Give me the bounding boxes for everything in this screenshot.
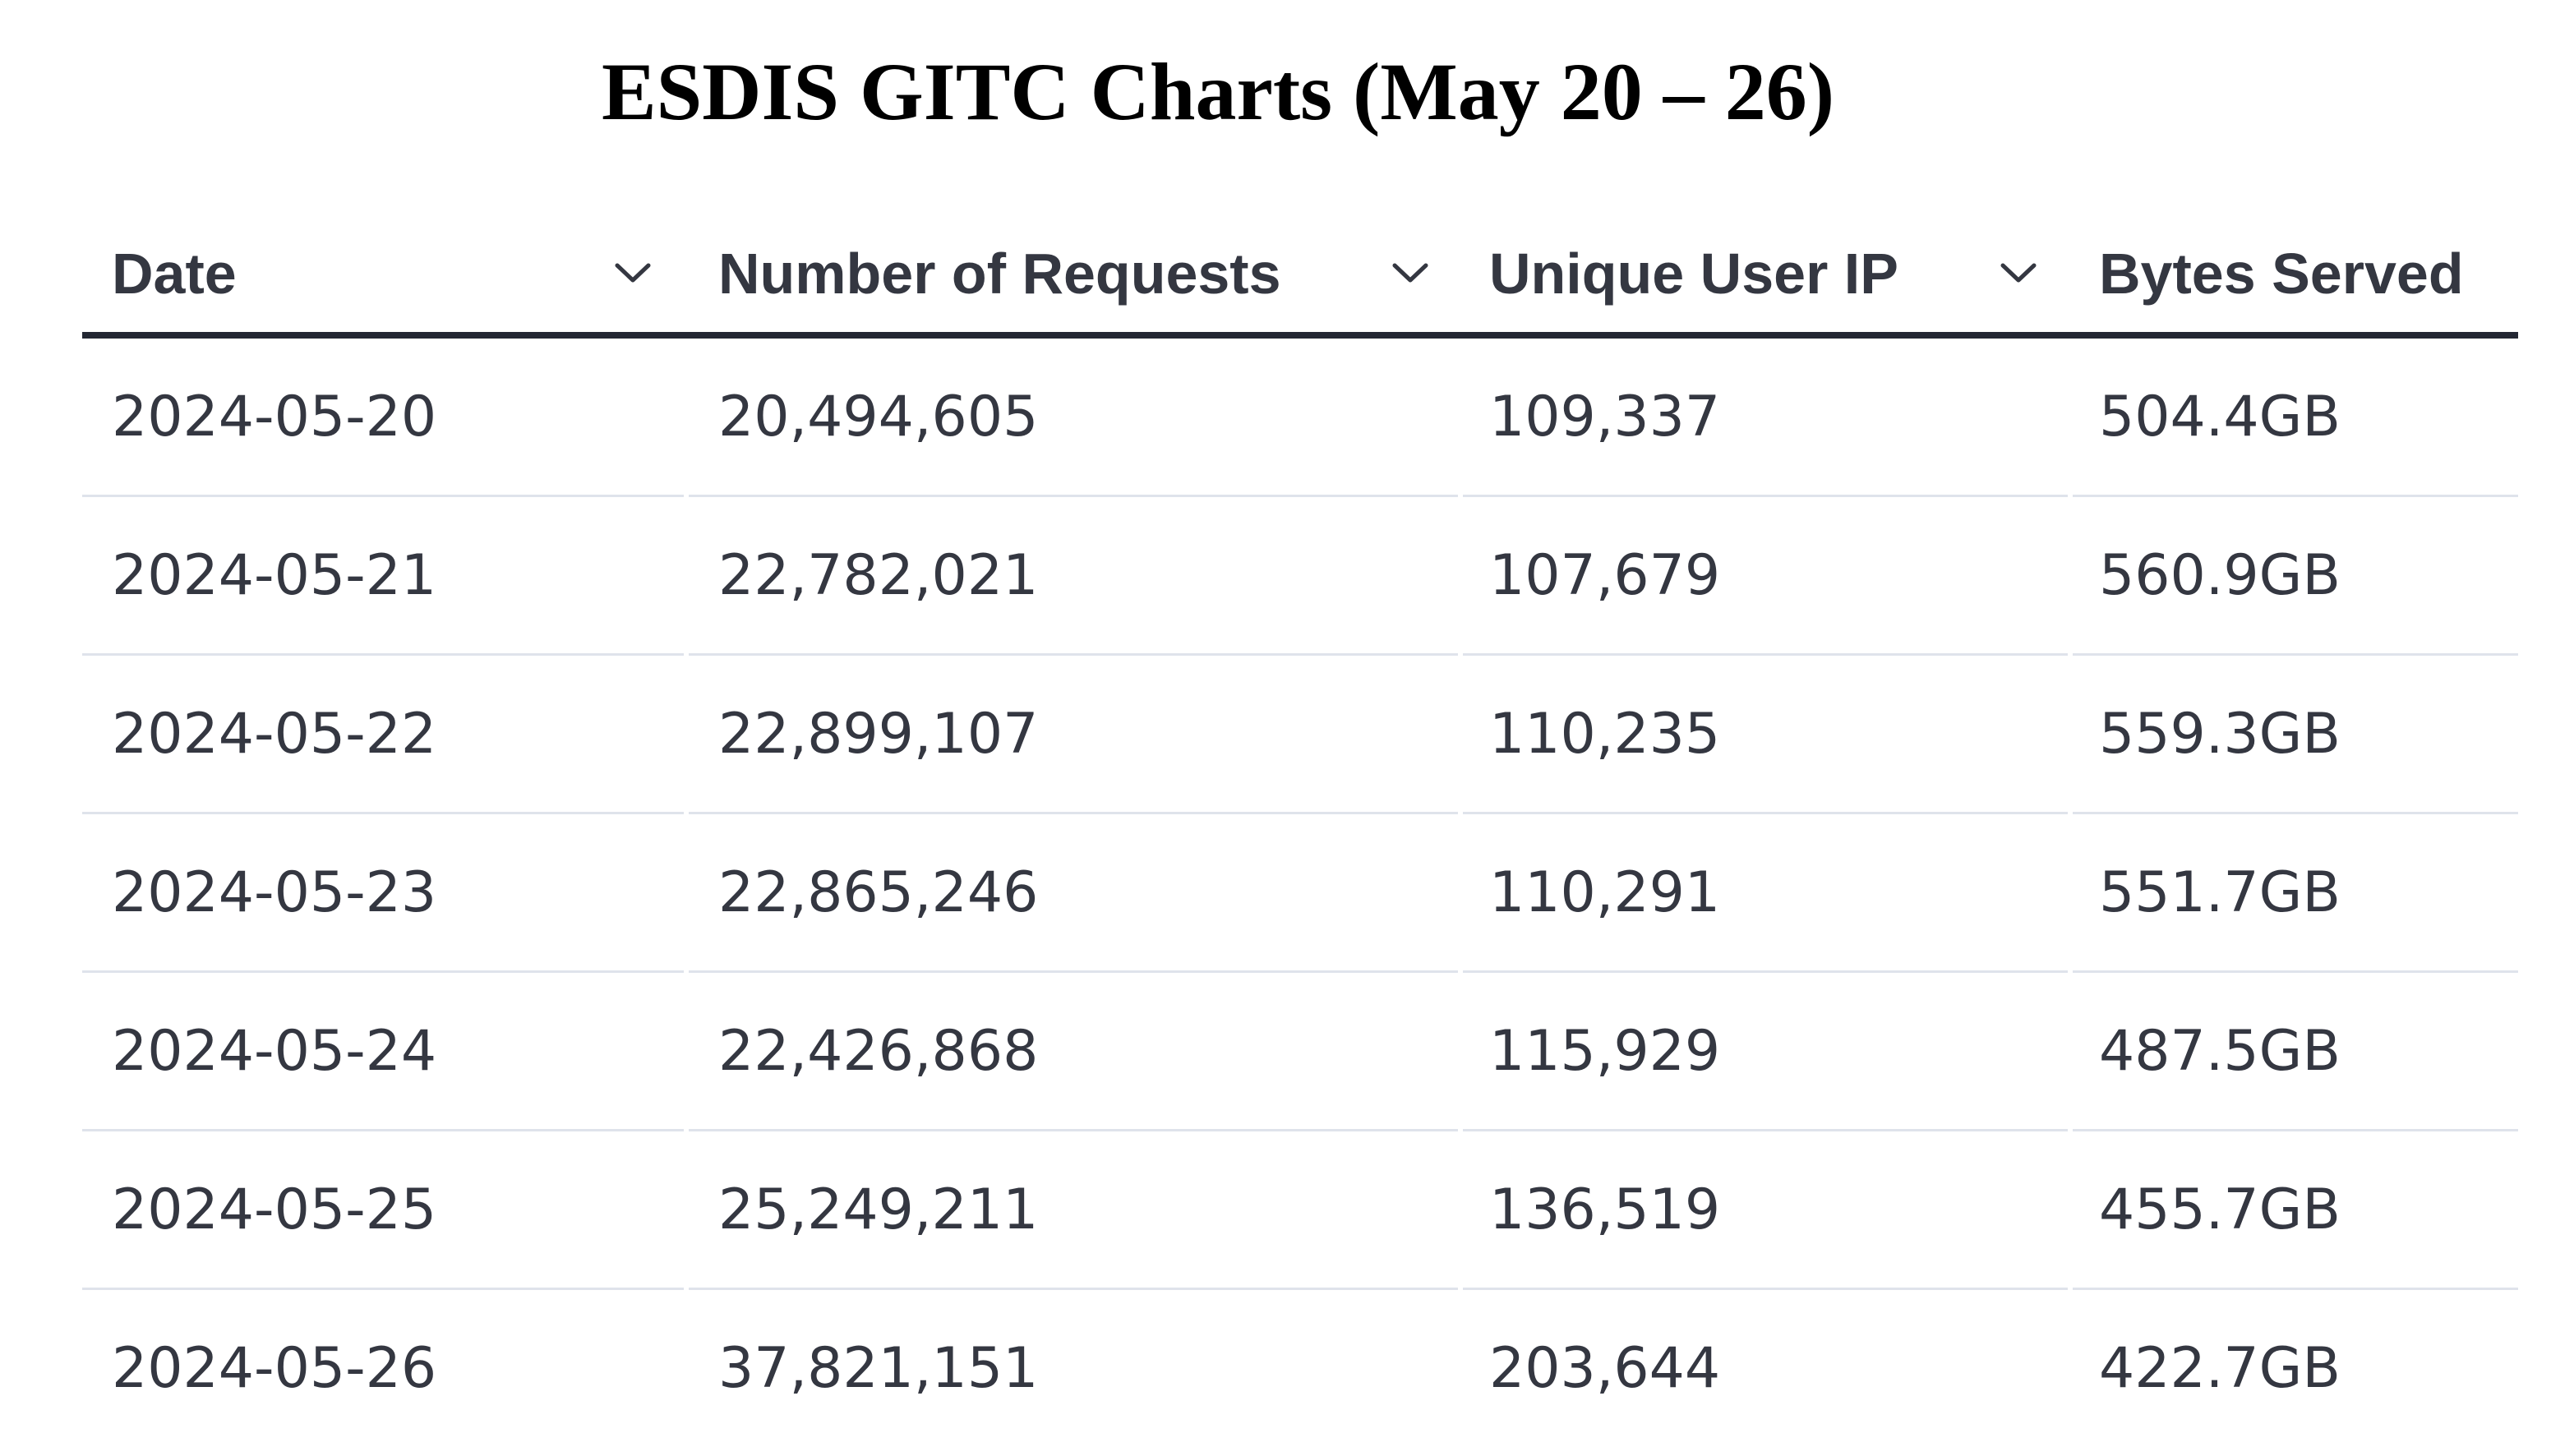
cell-bytes-served: 560.9GB: [2099, 542, 2341, 608]
cell-bytes-served: 504.4GB: [2099, 384, 2341, 449]
table-row: 2024-05-25 25,249,211 136,519 455.7GB: [82, 1131, 2518, 1290]
row-divider: [1463, 1288, 2068, 1290]
cell-unique-user-ip: 109,337: [1489, 384, 1721, 449]
row-divider: [689, 495, 1458, 497]
cell-bytes-served: 487.5GB: [2099, 1018, 2341, 1084]
cell-number-of-requests: 22,782,021: [718, 542, 1039, 608]
table-row: 2024-05-24 22,426,868 115,929 487.5GB: [82, 973, 2518, 1131]
row-divider: [689, 653, 1458, 656]
cell-unique-user-ip: 107,679: [1489, 542, 1721, 608]
row-divider: [82, 1129, 684, 1131]
chevron-down-icon[interactable]: [1386, 215, 1435, 332]
row-divider: [689, 812, 1458, 814]
cell-bytes-served: 551.7GB: [2099, 859, 2341, 925]
row-divider: [2073, 653, 2518, 656]
column-header-date[interactable]: Date: [112, 242, 237, 306]
cell-number-of-requests: 22,899,107: [718, 701, 1039, 767]
cell-date: 2024-05-24: [112, 1018, 437, 1084]
table-row: 2024-05-26 37,821,151 203,644 422.7GB: [82, 1290, 2518, 1449]
chevron-down-icon[interactable]: [608, 215, 657, 332]
row-divider: [82, 970, 684, 973]
table-header-row: Date Number of Requests Unique User IP B…: [82, 215, 2518, 339]
cell-date: 2024-05-21: [112, 542, 437, 608]
row-divider: [82, 812, 684, 814]
row-divider: [2073, 1129, 2518, 1131]
cell-unique-user-ip: 203,644: [1489, 1335, 1721, 1401]
page-title: ESDIS GITC Charts (May 20 – 26): [601, 46, 1835, 137]
column-header-unique-user-ip[interactable]: Unique User IP: [1489, 242, 1898, 306]
data-table: Date Number of Requests Unique User IP B…: [82, 215, 2518, 1449]
row-divider: [2073, 495, 2518, 497]
cell-date: 2024-05-26: [112, 1335, 437, 1401]
cell-bytes-served: 559.3GB: [2099, 701, 2341, 767]
cell-date: 2024-05-22: [112, 701, 437, 767]
chevron-down-icon[interactable]: [1994, 215, 2043, 332]
cell-number-of-requests: 37,821,151: [718, 1335, 1039, 1401]
table-row: 2024-05-22 22,899,107 110,235 559.3GB: [82, 656, 2518, 814]
row-divider: [1463, 812, 2068, 814]
cell-bytes-served: 422.7GB: [2099, 1335, 2341, 1401]
cell-number-of-requests: 22,426,868: [718, 1018, 1039, 1084]
row-divider: [689, 970, 1458, 973]
row-divider: [689, 1288, 1458, 1290]
row-divider: [2073, 970, 2518, 973]
table-row: 2024-05-20 20,494,605 109,337 504.4GB: [82, 339, 2518, 497]
cell-bytes-served: 455.7GB: [2099, 1177, 2341, 1242]
row-divider: [82, 1288, 684, 1290]
row-divider: [689, 1129, 1458, 1131]
column-header-number-of-requests[interactable]: Number of Requests: [718, 242, 1281, 306]
row-divider: [1463, 1129, 2068, 1131]
table-row: 2024-05-23 22,865,246 110,291 551.7GB: [82, 814, 2518, 973]
cell-unique-user-ip: 115,929: [1489, 1018, 1721, 1084]
row-divider: [1463, 970, 2068, 973]
row-divider: [2073, 1288, 2518, 1290]
cell-number-of-requests: 20,494,605: [718, 384, 1039, 449]
cell-unique-user-ip: 110,291: [1489, 859, 1721, 925]
cell-number-of-requests: 22,865,246: [718, 859, 1039, 925]
cell-date: 2024-05-25: [112, 1177, 437, 1242]
row-divider: [2073, 812, 2518, 814]
row-divider: [82, 653, 684, 656]
row-divider: [82, 495, 684, 497]
cell-date: 2024-05-20: [112, 384, 437, 449]
row-divider: [1463, 495, 2068, 497]
cell-date: 2024-05-23: [112, 859, 437, 925]
cell-number-of-requests: 25,249,211: [718, 1177, 1039, 1242]
cell-unique-user-ip: 110,235: [1489, 701, 1721, 767]
cell-unique-user-ip: 136,519: [1489, 1177, 1721, 1242]
row-divider: [1463, 653, 2068, 656]
column-header-bytes-served[interactable]: Bytes Served: [2099, 242, 2464, 306]
table-row: 2024-05-21 22,782,021 107,679 560.9GB: [82, 497, 2518, 656]
